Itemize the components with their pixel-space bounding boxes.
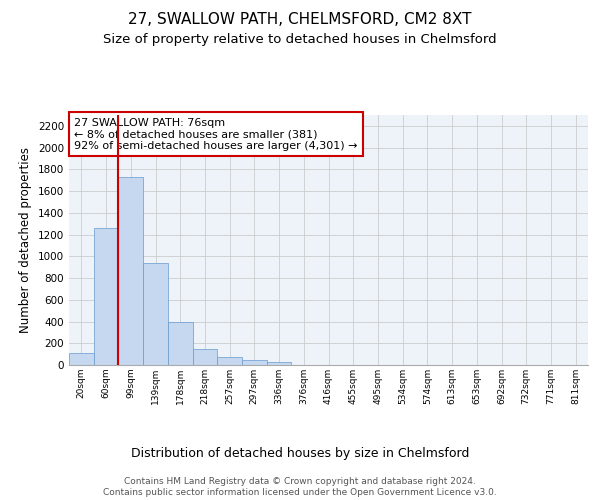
Text: Size of property relative to detached houses in Chelmsford: Size of property relative to detached ho… [103, 32, 497, 46]
Bar [267, 362, 292, 365]
Bar [69, 353, 94, 365]
Bar [217, 357, 242, 365]
Bar [143, 263, 168, 365]
Bar [242, 360, 267, 365]
Text: Contains HM Land Registry data © Crown copyright and database right 2024.
Contai: Contains HM Land Registry data © Crown c… [103, 478, 497, 497]
Text: Distribution of detached houses by size in Chelmsford: Distribution of detached houses by size … [131, 448, 469, 460]
Bar [168, 322, 193, 365]
Bar [118, 177, 143, 365]
Bar [193, 348, 217, 365]
Text: 27, SWALLOW PATH, CHELMSFORD, CM2 8XT: 27, SWALLOW PATH, CHELMSFORD, CM2 8XT [128, 12, 472, 28]
Bar [94, 228, 118, 365]
Text: 27 SWALLOW PATH: 76sqm
← 8% of detached houses are smaller (381)
92% of semi-det: 27 SWALLOW PATH: 76sqm ← 8% of detached … [74, 118, 358, 150]
Y-axis label: Number of detached properties: Number of detached properties [19, 147, 32, 333]
